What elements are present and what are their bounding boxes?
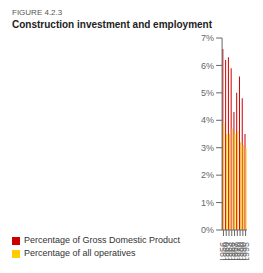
svg-text:5%: 5% [201, 88, 214, 98]
html-text:Percentage of all operatives: Percentage of all operatives [24, 248, 136, 258]
svg-text:4%: 4% [201, 115, 214, 125]
html-text:FIGURE 4.2.3: FIGURE 4.2.3 [12, 8, 63, 17]
html-text:Construction investment and em: Construction investment and employment [12, 19, 212, 30]
svg-text:1995: 1995 [241, 242, 251, 260]
html-text:Percentage of Gross Domestic P: Percentage of Gross Domestic Product [24, 235, 181, 245]
svg-text:7%: 7% [201, 33, 214, 43]
svg-text:2%: 2% [201, 170, 214, 180]
svg-text:1%: 1% [201, 198, 214, 208]
svg-text:3%: 3% [201, 143, 214, 153]
svg-text:0%: 0% [201, 225, 214, 235]
svg-text:6%: 6% [201, 61, 214, 71]
